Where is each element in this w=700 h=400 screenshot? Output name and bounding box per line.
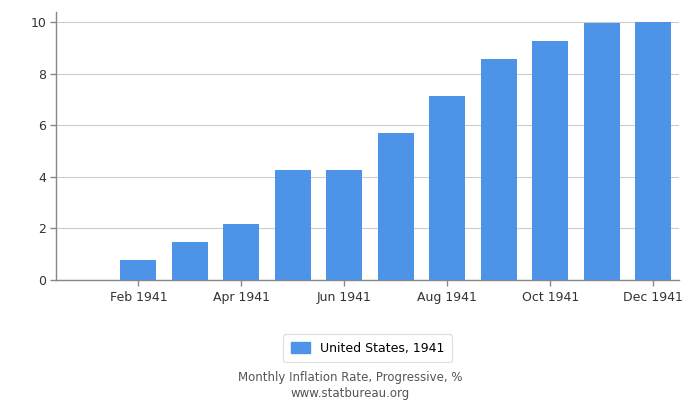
Bar [635, 22, 671, 280]
Bar [584, 23, 620, 280]
Bar [223, 224, 260, 280]
Bar [378, 133, 414, 280]
Bar [275, 170, 311, 280]
Bar [481, 60, 517, 280]
Bar [429, 96, 466, 280]
Text: www.statbureau.org: www.statbureau.org [290, 388, 410, 400]
Text: Monthly Inflation Rate, Progressive, %: Monthly Inflation Rate, Progressive, % [238, 372, 462, 384]
Legend: United States, 1941: United States, 1941 [284, 334, 452, 362]
Bar [326, 170, 363, 280]
Bar [532, 41, 568, 280]
Bar [172, 242, 208, 280]
Bar [120, 260, 156, 280]
